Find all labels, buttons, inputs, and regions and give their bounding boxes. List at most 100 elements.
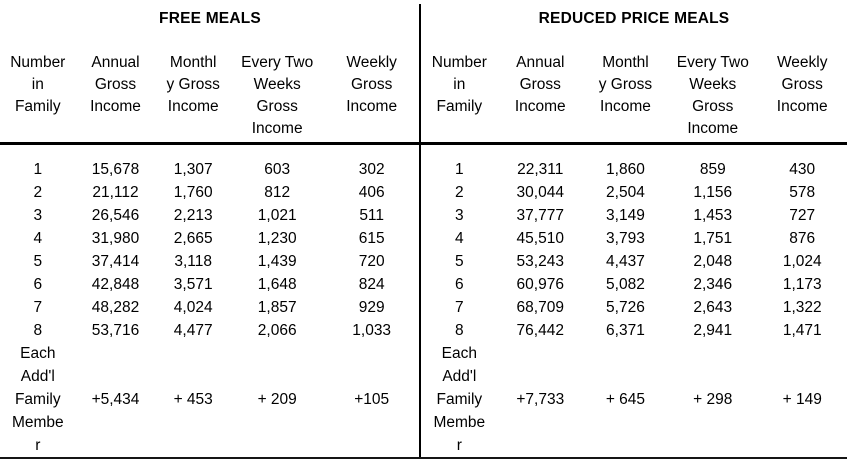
column-header-number-in-family: Number in Family xyxy=(431,54,487,115)
table-cell: 1,322 xyxy=(782,299,822,316)
free-meals-section: FREE MEALS Number in Family Annual Gross… xyxy=(0,0,420,463)
table-cell: 3 xyxy=(455,207,464,224)
table-cell: 1,648 xyxy=(257,276,297,293)
table-cell: 859 xyxy=(699,161,726,178)
table-cell: 37,777 xyxy=(516,207,564,224)
table-cell: 929 xyxy=(358,299,385,316)
addl-annual-value: +5,434 xyxy=(91,390,140,408)
addl-member-label: Each Add'l Family Membe r xyxy=(433,345,486,454)
table-cell: 1,230 xyxy=(257,230,297,247)
table-cell: 48,282 xyxy=(91,299,140,316)
table-cell: 1,033 xyxy=(352,322,392,339)
table-cell: 2,941 xyxy=(693,322,733,339)
table-cell: 727 xyxy=(789,207,816,224)
column-header-every-two-weeks-gross-income: Every Two Weeks Gross Income xyxy=(241,54,314,137)
table-cell: 6,371 xyxy=(606,322,645,339)
table-row: 8 76,442 6,371 2,941 1,471 xyxy=(421,319,847,342)
free-meals-addl-member-row: Each Add'l Family Membe r +5,434 + 453 +… xyxy=(0,342,420,457)
table-cell: 4 xyxy=(455,230,464,247)
table-row: 5 37,414 3,118 1,439 720 xyxy=(0,250,420,273)
table-row: 6 60,976 5,082 2,346 1,173 xyxy=(421,273,847,296)
addl-annual-value: +7,733 xyxy=(516,390,565,408)
table-row: 3 37,777 3,149 1,453 727 xyxy=(421,204,847,227)
table-cell: 1,860 xyxy=(606,161,645,178)
table-cell: 76,442 xyxy=(516,322,564,339)
header-separator-line xyxy=(0,142,847,145)
table-cell: 1,760 xyxy=(173,184,213,201)
table-cell: 6 xyxy=(33,276,43,293)
table-cell: 21,112 xyxy=(92,184,139,201)
table-row: 1 22,311 1,860 859 430 xyxy=(421,158,847,181)
table-cell: 7 xyxy=(33,299,43,316)
table-cell: 2,346 xyxy=(693,276,733,293)
table-cell: 22,311 xyxy=(517,161,564,178)
table-cell: 8 xyxy=(455,322,464,339)
table-cell: 812 xyxy=(264,184,291,201)
table-cell: 406 xyxy=(358,184,385,201)
table-cell: 603 xyxy=(264,161,291,178)
table-cell: 45,510 xyxy=(516,230,564,247)
table-cell: 1,751 xyxy=(693,230,733,247)
section-divider-line xyxy=(419,4,421,459)
table-cell: 2,504 xyxy=(606,184,645,201)
table-cell: 8 xyxy=(33,322,43,339)
table-cell: 53,716 xyxy=(91,322,140,339)
reduced-price-meals-title: REDUCED PRICE MEALS xyxy=(538,10,730,27)
table-cell: 578 xyxy=(789,184,816,201)
free-meals-rows: 1 15,678 1,307 603 302 2 21,112 1,760 812 406 3 26,… xyxy=(0,158,420,342)
table-row: 4 31,980 2,665 1,230 615 xyxy=(0,227,420,250)
table-cell: 6 xyxy=(455,276,464,293)
free-meals-column-headers: Number in Family Annual Gross Income Mon… xyxy=(0,52,420,140)
table-row: 6 42,848 3,571 1,648 824 xyxy=(0,273,420,296)
column-header-weekly-gross-income: Weekly Gross Income xyxy=(346,54,398,115)
table-cell: 1,021 xyxy=(257,207,297,224)
table-cell: 26,546 xyxy=(91,207,140,224)
table-row: 7 68,709 5,726 2,643 1,322 xyxy=(421,296,847,319)
table-cell: 1,439 xyxy=(257,253,297,270)
table-cell: 615 xyxy=(358,230,385,247)
table-cell: 1 xyxy=(455,161,464,178)
table-cell: 1,307 xyxy=(173,161,213,178)
table-cell: 3 xyxy=(33,207,43,224)
table-cell: 1,453 xyxy=(693,207,733,224)
reduced-price-column-headers: Number in Family Annual Gross Income Mon… xyxy=(421,52,847,140)
addl-biweekly-value: + 298 xyxy=(693,390,733,408)
table-cell: 1,156 xyxy=(693,184,733,201)
table-cell: 2,066 xyxy=(257,322,297,339)
addl-monthly-value: + 645 xyxy=(605,390,646,408)
table-cell: 31,980 xyxy=(91,230,140,247)
table-cell: 4,477 xyxy=(173,322,213,339)
table-cell: 1,024 xyxy=(782,253,822,270)
table-cell: 4 xyxy=(33,230,43,247)
reduced-price-meals-section: REDUCED PRICE MEALS Number in Family Ann… xyxy=(421,0,847,463)
table-row: 3 26,546 2,213 1,021 511 xyxy=(0,204,420,227)
table-cell: 1,471 xyxy=(782,322,822,339)
table-cell: 2 xyxy=(33,184,43,201)
table-cell: 302 xyxy=(358,161,385,178)
table-cell: 2,048 xyxy=(693,253,733,270)
reduced-price-addl-member-row: Each Add'l Family Membe r +7,733 + 645 +… xyxy=(421,342,847,457)
table-row: 8 53,716 4,477 2,066 1,033 xyxy=(0,319,420,342)
table-row: 7 48,282 4,024 1,857 929 xyxy=(0,296,420,319)
table-cell: 430 xyxy=(789,161,816,178)
table-cell: 4,437 xyxy=(606,253,645,270)
table-cell: 5,726 xyxy=(606,299,645,316)
addl-biweekly-value: + 209 xyxy=(257,390,297,408)
table-cell: 3,793 xyxy=(606,230,645,247)
table-bottom-line xyxy=(0,457,847,459)
table-cell: 5 xyxy=(455,253,464,270)
table-cell: 824 xyxy=(358,276,385,293)
table-cell: 511 xyxy=(359,207,385,224)
table-cell: 30,044 xyxy=(516,184,564,201)
table-cell: 2,643 xyxy=(693,299,733,316)
addl-monthly-value: + 453 xyxy=(173,390,213,408)
table-cell: 3,571 xyxy=(173,276,213,293)
table-row: 1 15,678 1,307 603 302 xyxy=(0,158,420,181)
table-cell: 720 xyxy=(358,253,385,270)
column-header-monthly-gross-income: Monthl y Gross Income xyxy=(598,54,653,115)
table-cell: 3,149 xyxy=(606,207,645,224)
table-cell: 37,414 xyxy=(91,253,140,270)
table-cell: 15,678 xyxy=(91,161,140,178)
table-cell: 2,665 xyxy=(173,230,213,247)
column-header-annual-gross-income: Annual Gross Income xyxy=(514,54,566,115)
